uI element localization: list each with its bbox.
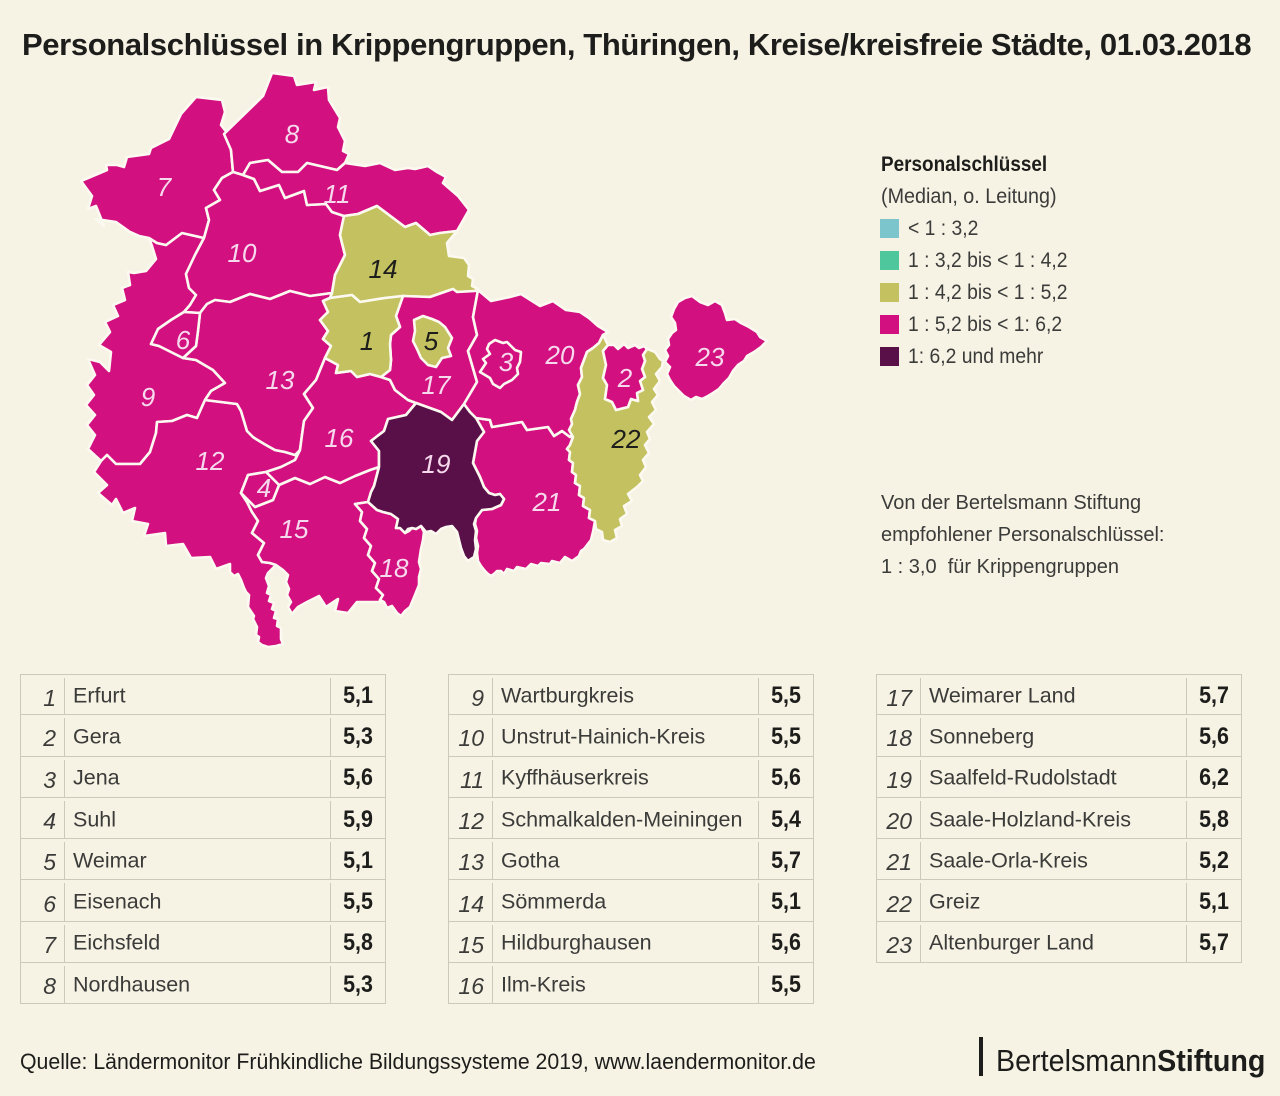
svg-text:20: 20 [545,340,575,370]
svg-text:12: 12 [196,446,225,476]
svg-text:8: 8 [285,119,300,149]
svg-text:10: 10 [228,238,257,268]
svg-text:23: 23 [695,342,725,372]
svg-text:18: 18 [380,553,409,583]
svg-text:2: 2 [617,363,633,393]
svg-text:19: 19 [422,449,451,479]
svg-text:22: 22 [611,424,641,454]
svg-text:9: 9 [141,382,155,412]
svg-text:16: 16 [325,423,354,453]
svg-text:15: 15 [280,514,309,544]
svg-text:4: 4 [257,473,271,503]
svg-text:17: 17 [422,370,452,400]
svg-text:13: 13 [266,365,295,395]
svg-text:1: 1 [360,326,374,356]
svg-text:6: 6 [176,325,191,355]
svg-text:14: 14 [369,254,398,284]
svg-text:5: 5 [424,326,439,356]
svg-text:21: 21 [532,487,562,517]
svg-text:11: 11 [324,179,351,209]
svg-text:3: 3 [499,347,514,377]
svg-text:7: 7 [157,172,173,202]
